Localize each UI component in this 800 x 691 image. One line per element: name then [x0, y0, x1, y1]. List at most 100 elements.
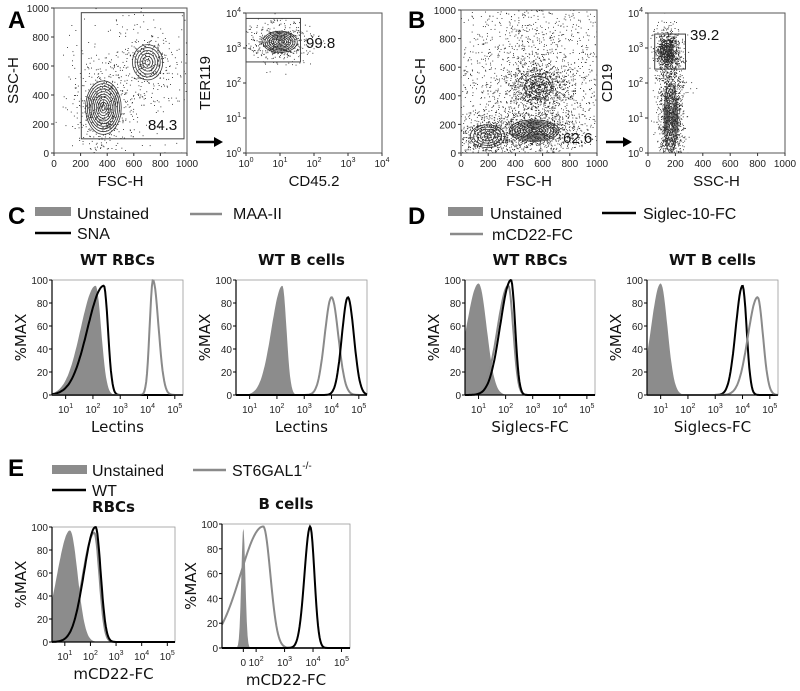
- event-dot: [284, 23, 285, 25]
- event-dot: [256, 21, 257, 22]
- event-dot: [284, 57, 285, 59]
- event-dot: [289, 39, 291, 41]
- event-dot: [545, 77, 547, 79]
- event-dot: [510, 129, 512, 131]
- event-dot: [548, 89, 550, 91]
- event-dot: [518, 85, 520, 87]
- event-dot: [535, 62, 537, 64]
- event-dot: [534, 110, 536, 112]
- event-dot: [491, 131, 493, 133]
- event-dot: [546, 113, 548, 115]
- event-dot: [523, 117, 525, 119]
- event-dot: [121, 93, 123, 95]
- event-dot: [265, 63, 266, 65]
- event-dot: [549, 63, 550, 64]
- event-dot: [512, 82, 514, 84]
- event-dot: [519, 114, 521, 116]
- event-dot: [550, 61, 551, 63]
- event-dot: [91, 67, 92, 69]
- event-dot: [99, 95, 101, 97]
- event-dot: [310, 33, 311, 35]
- event-dot: [525, 112, 527, 114]
- event-dot: [536, 83, 538, 84]
- event-dot: [509, 130, 511, 132]
- event-dot: [293, 41, 295, 43]
- event-dot: [468, 141, 469, 143]
- event-dot: [82, 53, 84, 55]
- event-dot: [283, 34, 285, 36]
- event-dot: [522, 75, 524, 77]
- event-dot: [116, 128, 118, 130]
- event-dot: [582, 124, 584, 126]
- event-dot: [279, 24, 281, 26]
- event-dot: [488, 49, 490, 50]
- event-dot: [469, 114, 471, 116]
- event-dot: [471, 130, 473, 132]
- event-dot: [603, 8, 604, 9]
- event-dot: [525, 36, 527, 38]
- event-dot: [266, 50, 268, 52]
- event-dot: [545, 74, 547, 76]
- event-dot: [579, 105, 581, 107]
- event-dot: [526, 25, 528, 26]
- event-dot: [518, 145, 520, 146]
- event-dot: [547, 71, 549, 73]
- event-dot: [537, 104, 539, 106]
- event-dot: [511, 85, 513, 87]
- event-dot: [144, 80, 145, 82]
- legend-label-unstained: Unstained: [92, 463, 164, 480]
- event-dot: [63, 96, 65, 98]
- event-dot: [131, 80, 133, 82]
- event-dot: [262, 50, 264, 52]
- event-dot: [536, 131, 537, 132]
- event-dot: [507, 138, 509, 140]
- event-dot: [564, 70, 565, 72]
- event-dot: [465, 130, 467, 131]
- event-dot: [587, 47, 589, 49]
- event-dot: [528, 97, 530, 98]
- event-dot: [246, 31, 248, 33]
- event-dot: [407, 81, 408, 82]
- event-dot: [571, 122, 573, 123]
- event-dot: [572, 134, 574, 135]
- event-dot: [599, 41, 600, 42]
- event-dot: [533, 99, 534, 100]
- event-dot: [612, 12, 613, 13]
- event-dot: [472, 110, 474, 112]
- event-dot: [519, 77, 521, 79]
- event-dot: [495, 137, 497, 139]
- event-dot: [516, 128, 518, 130]
- event-dot: [487, 135, 489, 137]
- event-dot: [542, 92, 544, 94]
- event-dot: [522, 66, 524, 67]
- event-dot: [168, 72, 170, 74]
- event-dot: [506, 149, 508, 151]
- event-dot: [550, 123, 552, 125]
- event-dot: [289, 42, 291, 44]
- event-dot: [81, 50, 83, 52]
- event-dot: [259, 41, 261, 43]
- event-dot: [287, 53, 288, 55]
- event-dot: [543, 91, 544, 93]
- event-dot: [541, 73, 543, 75]
- event-dot: [488, 130, 490, 132]
- event-dot: [527, 124, 528, 126]
- event-dot: [540, 86, 542, 88]
- event-dot: [524, 30, 526, 31]
- event-dot: [602, 189, 603, 190]
- event-dot: [513, 144, 515, 146]
- event-dot: [267, 42, 269, 44]
- event-dot: [547, 93, 549, 94]
- event-dot: [151, 35, 152, 37]
- event-dot: [589, 54, 591, 55]
- event-dot: [491, 145, 492, 147]
- event-dot: [298, 34, 300, 36]
- event-dot: [157, 74, 159, 76]
- event-dot: [141, 82, 143, 83]
- event-dot: [97, 92, 99, 94]
- event-dot: [83, 100, 85, 102]
- event-dot: [268, 30, 270, 32]
- event-dot: [594, 120, 596, 122]
- event-dot: [495, 129, 497, 131]
- event-dot: [213, 14, 214, 15]
